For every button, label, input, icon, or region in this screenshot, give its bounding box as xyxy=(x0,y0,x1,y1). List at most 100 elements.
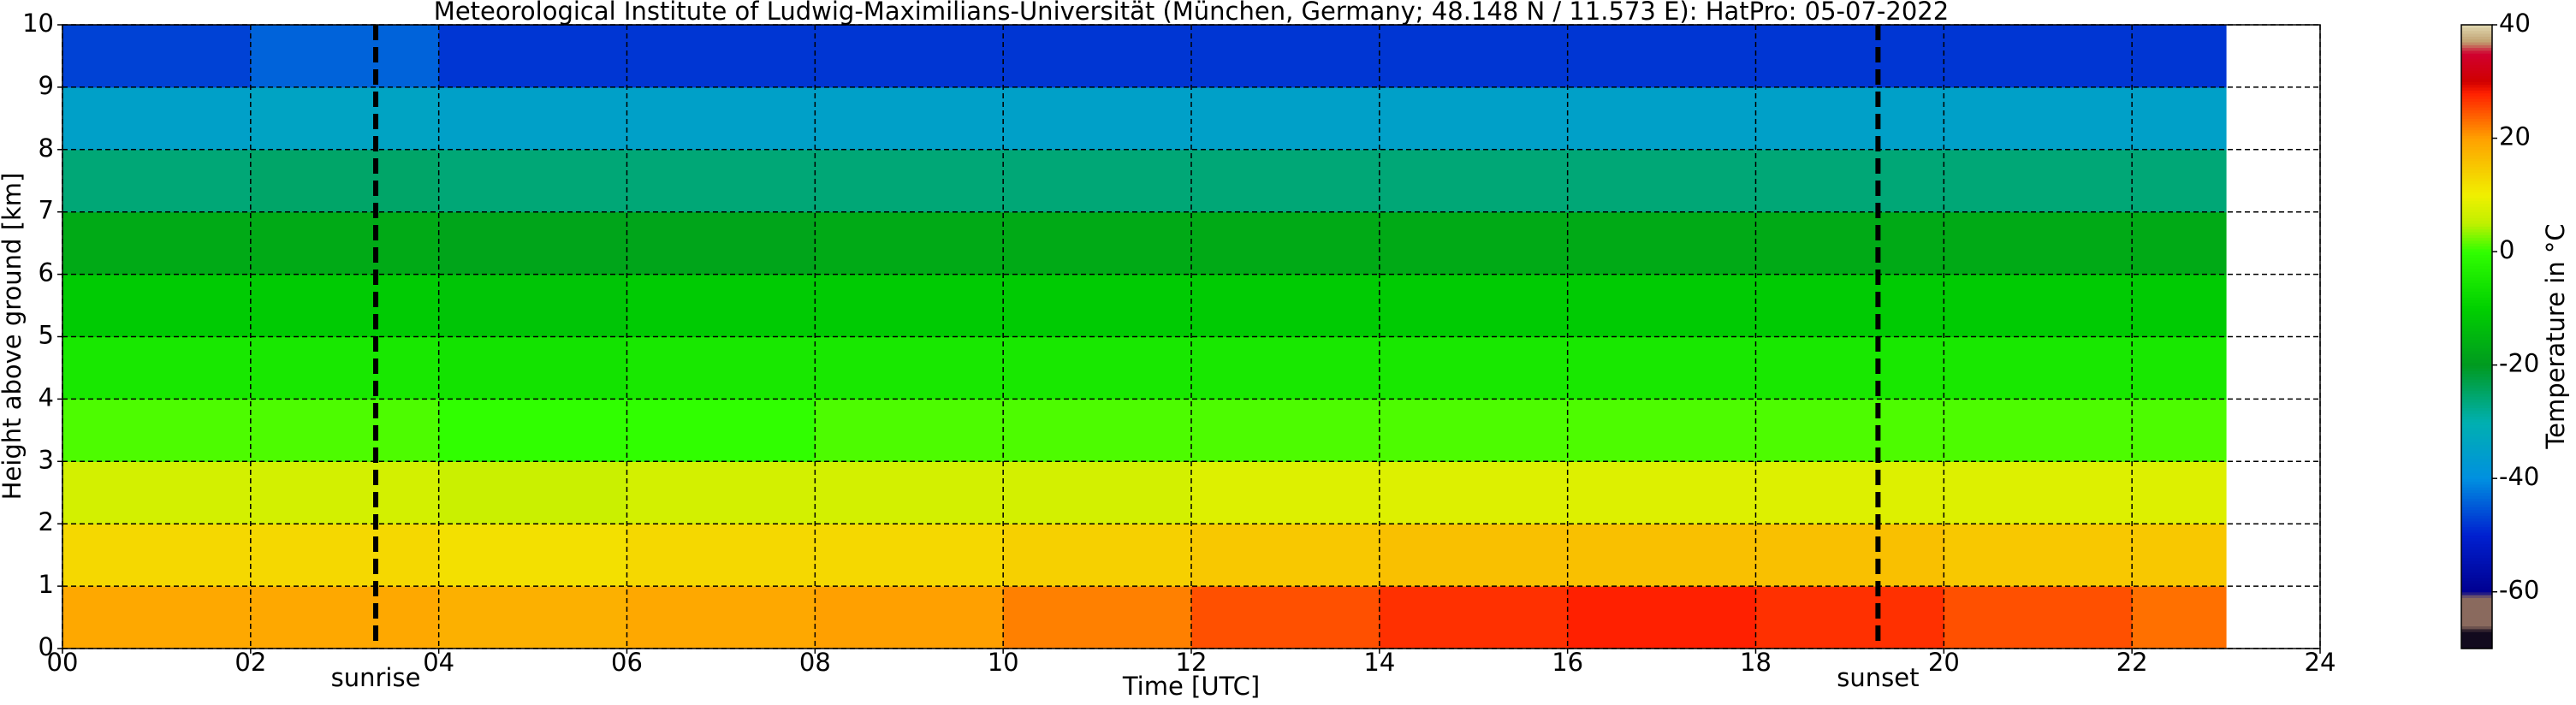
colorbar-segment xyxy=(2461,339,2492,343)
colorbar-segment xyxy=(2461,291,2492,295)
heatmap-cell xyxy=(250,586,440,649)
colorbar-tick-label: -40 xyxy=(2499,462,2539,491)
heatmap-cell xyxy=(1755,86,1944,151)
colorbar-segment xyxy=(2461,206,2492,210)
colorbar-segment xyxy=(2461,27,2492,32)
y-tick-label: 9 xyxy=(39,71,54,100)
colorbar-segment xyxy=(2461,435,2492,440)
y-tick-label: 0 xyxy=(39,632,54,661)
colorbar-segment xyxy=(2461,319,2492,323)
heatmap-cell xyxy=(438,586,627,649)
heatmap-cell xyxy=(1379,86,1569,151)
colorbar-segment xyxy=(2461,50,2492,54)
colorbar-segment xyxy=(2461,487,2492,491)
heatmap-cell xyxy=(1567,25,1756,88)
heatmap-cell xyxy=(250,274,440,337)
heatmap-cell xyxy=(626,461,816,524)
colorbar-segment xyxy=(2461,461,2492,465)
x-axis-label: Time [UTC] xyxy=(1122,672,1260,701)
colorbar-segment xyxy=(2461,95,2492,99)
colorbar-segment xyxy=(2461,421,2492,425)
heatmap-cell xyxy=(1191,25,1380,88)
colorbar-segment xyxy=(2461,260,2492,264)
colorbar-segment xyxy=(2461,217,2492,222)
heatmap-cell xyxy=(1379,149,1569,213)
heatmap-cell xyxy=(1379,399,1569,462)
heatmap-cell xyxy=(250,86,440,151)
y-tick-label: 3 xyxy=(39,445,54,474)
colorbar-segment xyxy=(2461,308,2492,312)
colorbar-segment xyxy=(2461,393,2492,397)
y-tick-label: 8 xyxy=(39,133,54,163)
colorbar-segment xyxy=(2461,549,2492,553)
colorbar-segment xyxy=(2461,583,2492,587)
heatmap-cell xyxy=(626,149,816,213)
heatmap-cell xyxy=(1755,399,1944,462)
plot-frame xyxy=(62,24,2321,649)
heatmap-cell xyxy=(815,25,1004,88)
colorbar-segment xyxy=(2461,70,2492,74)
colorbar-segment xyxy=(2461,554,2492,559)
colorbar-segment xyxy=(2461,407,2492,412)
colorbar-segment xyxy=(2461,631,2492,636)
colorbar-segment xyxy=(2461,44,2492,49)
colorbar-segment xyxy=(2461,602,2492,607)
colorbar-segment xyxy=(2461,515,2492,519)
colorbar-segment xyxy=(2461,215,2492,218)
heatmap-cell xyxy=(626,336,816,400)
colorbar-segment xyxy=(2461,140,2492,145)
colorbar-segment xyxy=(2461,81,2492,86)
colorbar-segment xyxy=(2461,285,2492,289)
colorbar-segment xyxy=(2461,313,2492,317)
heatmap-cell xyxy=(438,274,627,337)
colorbar-segment xyxy=(2461,466,2492,471)
colorbar-segment xyxy=(2461,75,2492,80)
heatmap-cell xyxy=(250,461,440,524)
heatmap-cell xyxy=(815,149,1004,213)
heatmap-cell xyxy=(1944,336,2133,400)
heatmap-cell xyxy=(438,25,627,88)
colorbar-segment xyxy=(2461,194,2492,198)
colorbar-segment xyxy=(2461,101,2492,105)
colorbar-segment xyxy=(2461,396,2492,400)
colorbar-segment xyxy=(2461,138,2492,142)
colorbar-segment xyxy=(2461,450,2492,453)
colorbar-tick-label: 20 xyxy=(2499,122,2531,151)
heatmap-cell xyxy=(1755,149,1944,213)
colorbar-segment xyxy=(2461,495,2492,499)
colorbar-segment xyxy=(2461,390,2492,394)
heatmap-cell xyxy=(62,461,252,524)
colorbar-segment xyxy=(2461,625,2492,630)
heatmap-cell xyxy=(2132,25,2227,88)
colorbar-segment xyxy=(2461,36,2492,40)
colorbar-segment xyxy=(2461,305,2492,309)
colorbar-segment xyxy=(2461,92,2492,97)
colorbar-segment xyxy=(2461,345,2492,349)
colorbar-segment xyxy=(2461,240,2492,244)
heatmap-cell xyxy=(250,336,440,400)
colorbar-segment xyxy=(2461,424,2492,429)
y-tick-label: 10 xyxy=(22,9,54,38)
colorbar-segment xyxy=(2461,483,2492,488)
heatmap-cell xyxy=(250,25,440,88)
colorbar-segment xyxy=(2461,58,2492,62)
colorbar-segment xyxy=(2461,617,2492,621)
colorbar-segment xyxy=(2461,498,2492,502)
colorbar-segment xyxy=(2461,478,2492,483)
heatmap-cell xyxy=(626,524,816,587)
colorbar-segment xyxy=(2461,580,2492,584)
colorbar-segment xyxy=(2461,181,2492,185)
heatmap-cell xyxy=(1379,461,1569,524)
colorbar-segment xyxy=(2461,418,2492,423)
colorbar-segment xyxy=(2461,299,2492,304)
colorbar-segment xyxy=(2461,297,2492,301)
colorbar-segment xyxy=(2461,481,2492,485)
colorbar-segment xyxy=(2461,586,2492,590)
heatmap-cell xyxy=(250,211,440,275)
heatmap-cell xyxy=(1567,524,1756,587)
colorbar-segment xyxy=(2461,257,2492,261)
colorbar-segment xyxy=(2461,416,2492,420)
heatmap-cell xyxy=(250,399,440,462)
annotation-label: sunset xyxy=(1837,663,1919,692)
heatmap-cell xyxy=(1755,336,1944,400)
